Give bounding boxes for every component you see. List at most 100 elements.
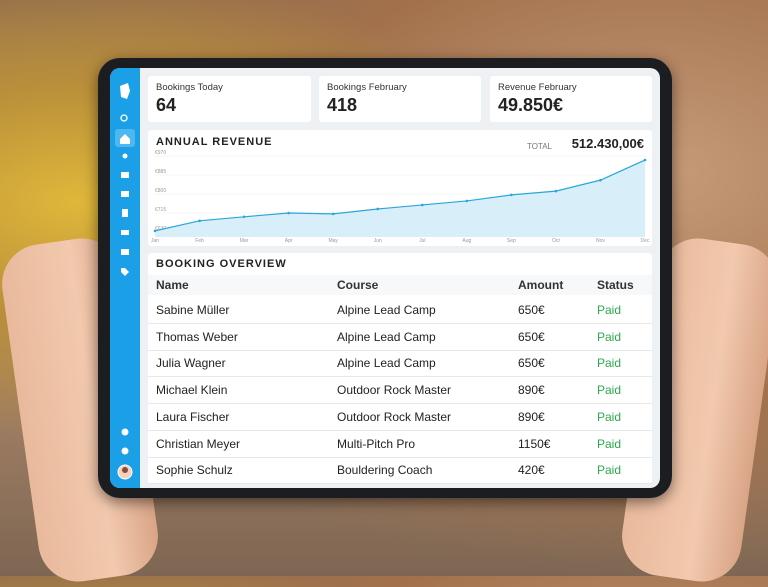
cell: Bouldering Coach bbox=[337, 463, 433, 478]
x-tick-label: May bbox=[328, 238, 338, 244]
point bbox=[465, 199, 469, 203]
row-divider bbox=[148, 403, 652, 405]
avatar-head bbox=[122, 467, 128, 473]
point bbox=[599, 178, 602, 182]
status: Paid bbox=[597, 409, 622, 424]
cell: Sabine Müller bbox=[156, 303, 230, 317]
row-divider bbox=[148, 483, 652, 485]
y-tick-label: €800 bbox=[155, 188, 166, 194]
column-header: Status bbox=[597, 278, 634, 292]
x-tick-label: Mar bbox=[240, 238, 249, 244]
help-icon[interactable] bbox=[121, 447, 129, 455]
column-header: Name bbox=[156, 278, 189, 292]
revenue-card: ANNUAL REVENUE TOTAL 512.430,00€ €970 €88… bbox=[148, 130, 652, 246]
home-icon[interactable] bbox=[120, 134, 130, 144]
sidebar bbox=[110, 68, 140, 488]
cell: Outdoor Rock Master bbox=[337, 409, 452, 424]
cell: Julia Wagner bbox=[156, 356, 226, 371]
point bbox=[510, 193, 513, 197]
x-tick-label: Dec bbox=[641, 238, 650, 244]
cell: 650€ bbox=[518, 303, 545, 317]
row-divider bbox=[148, 349, 652, 351]
user-icon[interactable] bbox=[122, 153, 128, 159]
cell: Thomas Weber bbox=[156, 329, 238, 344]
cell: Sophie Schulz bbox=[156, 463, 233, 478]
column-header: Course bbox=[337, 278, 379, 292]
x-tick-label: Jun bbox=[374, 238, 382, 244]
tag-icon[interactable] bbox=[121, 268, 129, 276]
stat-label: Revenue February bbox=[498, 82, 577, 93]
y-tick-label: €715 bbox=[155, 207, 166, 213]
doc-icon[interactable] bbox=[122, 209, 128, 217]
cell: Christian Meyer bbox=[156, 436, 241, 451]
cell: Alpine Lead Camp bbox=[337, 356, 436, 371]
cell: 1150€ bbox=[518, 436, 551, 451]
cell: Michael Klein bbox=[156, 383, 228, 398]
point bbox=[376, 207, 380, 211]
search-icon[interactable] bbox=[120, 114, 128, 122]
point bbox=[420, 203, 424, 207]
area bbox=[155, 160, 645, 237]
stat-label: Bookings Today bbox=[156, 82, 223, 93]
x-tick-label: Sep bbox=[507, 238, 516, 244]
point bbox=[287, 211, 290, 215]
point bbox=[643, 158, 647, 162]
status: Paid bbox=[597, 436, 622, 451]
cell: Multi-Pitch Pro bbox=[337, 436, 416, 451]
cell: Outdoor Rock Master bbox=[337, 383, 452, 398]
stat-card: Bookings Today 64 bbox=[148, 76, 311, 122]
point bbox=[198, 219, 201, 223]
booking-card: BOOKING OVERVIEW Name Course Amount Status S… bbox=[148, 253, 652, 485]
row-divider bbox=[148, 456, 652, 458]
x-tick-label: Aug bbox=[462, 238, 471, 244]
row-divider bbox=[148, 376, 652, 378]
cell: 890€ bbox=[518, 383, 545, 398]
stat-value: 64 bbox=[156, 95, 177, 115]
chart-title: ANNUAL REVENUE bbox=[156, 136, 273, 148]
total-label: TOTAL bbox=[526, 142, 552, 151]
status: Paid bbox=[597, 463, 622, 478]
x-tick-label: Nov bbox=[596, 238, 605, 244]
cell: Alpine Lead Camp bbox=[337, 329, 436, 344]
y-tick-label: €885 bbox=[155, 169, 166, 175]
contacts-icon[interactable] bbox=[121, 172, 129, 178]
column-header: Amount bbox=[518, 278, 564, 292]
money-icon[interactable] bbox=[121, 230, 129, 235]
y-tick-label: €970 bbox=[155, 150, 166, 156]
point bbox=[554, 189, 558, 193]
header-bg bbox=[148, 275, 652, 295]
x-tick-label: Jul bbox=[419, 238, 425, 244]
stat-label: Bookings February bbox=[327, 82, 407, 93]
mail-icon[interactable] bbox=[121, 191, 129, 197]
status: Paid bbox=[597, 329, 622, 344]
row-divider bbox=[148, 429, 652, 431]
table-title: BOOKING OVERVIEW bbox=[156, 258, 287, 270]
logo bbox=[120, 83, 130, 99]
x-tick-label: Jan bbox=[151, 238, 159, 244]
x-tick-label: Apr bbox=[285, 238, 293, 244]
status: Paid bbox=[597, 356, 622, 371]
screen: ANNUAL REVENUE TOTAL 512.430,00€ €970 €88… bbox=[110, 68, 660, 488]
total-value: 512.430,00€ bbox=[571, 136, 644, 151]
cell: 650€ bbox=[518, 329, 545, 344]
stat-card: Revenue February 49.850€ bbox=[490, 76, 652, 122]
cell: 420€ bbox=[518, 463, 545, 478]
stat-card: Bookings February 418 bbox=[319, 76, 481, 122]
cell: 890€ bbox=[518, 409, 545, 424]
point bbox=[242, 215, 246, 219]
line bbox=[154, 159, 646, 232]
stat-value: 49.850€ bbox=[498, 95, 564, 115]
cell: Alpine Lead Camp bbox=[337, 303, 436, 317]
sidebar-icons bbox=[115, 83, 135, 480]
status: Paid bbox=[597, 383, 622, 398]
bank-icon[interactable] bbox=[121, 249, 129, 255]
cell: 650€ bbox=[518, 356, 545, 371]
row-divider bbox=[148, 323, 652, 324]
stat-value: 418 bbox=[327, 95, 358, 115]
settings-icon[interactable] bbox=[121, 428, 129, 436]
cell: Laura Fischer bbox=[156, 409, 230, 424]
point bbox=[153, 229, 157, 233]
x-tick-label: Oct bbox=[552, 238, 560, 244]
